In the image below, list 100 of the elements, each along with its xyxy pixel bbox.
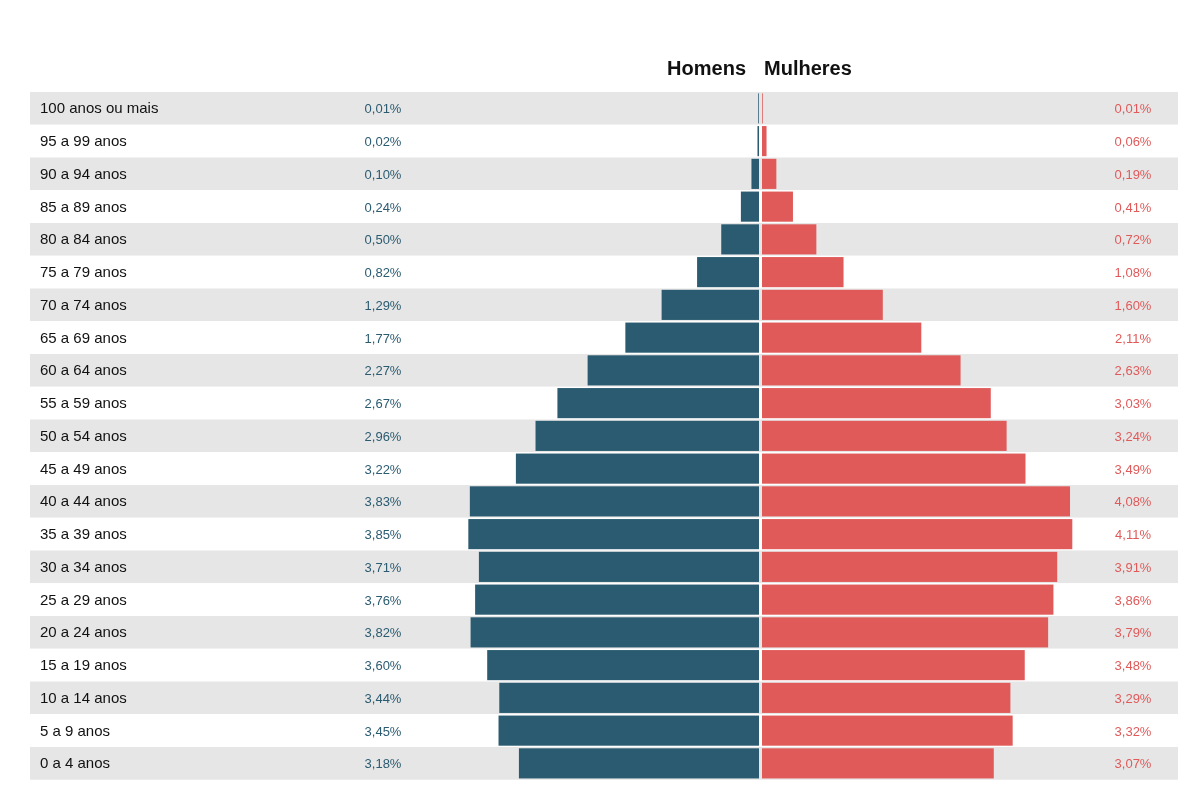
bar <box>762 158 777 189</box>
data-label: 0,01% <box>364 101 402 117</box>
bar <box>535 420 759 451</box>
series-label: Mulheres <box>764 57 852 79</box>
y-tick-label: 0 a 4 anos <box>40 754 111 772</box>
y-tick-label: 55 a 59 anos <box>40 394 127 412</box>
data-label: 0,02% <box>364 134 402 150</box>
y-tick-label: 5 a 9 anos <box>40 721 111 739</box>
y-tick-label: 75 a 79 anos <box>40 263 127 281</box>
bar <box>498 715 759 746</box>
data-label: 2,96% <box>364 428 402 444</box>
bar <box>762 322 922 353</box>
data-label: 1,29% <box>364 297 402 313</box>
bar <box>557 388 759 419</box>
data-label: 2,63% <box>1114 363 1152 379</box>
data-label: 3,91% <box>1114 559 1152 575</box>
data-label: 3,71% <box>364 559 402 575</box>
bar <box>762 191 793 222</box>
data-label: 4,08% <box>1114 494 1152 510</box>
data-label: 3,29% <box>1114 690 1152 706</box>
data-label: 3,85% <box>364 527 402 543</box>
data-label: 3,86% <box>1114 592 1152 608</box>
bar <box>762 748 994 779</box>
data-label: 1,60% <box>1114 297 1152 313</box>
data-label: 0,06% <box>1114 134 1152 150</box>
bar <box>762 289 883 320</box>
bar <box>762 715 1013 746</box>
bar <box>762 420 1007 451</box>
data-label: 3,18% <box>364 756 402 772</box>
y-tick-label: 90 a 94 anos <box>40 164 127 182</box>
y-tick-label: 10 a 14 anos <box>40 688 127 706</box>
data-label: 3,44% <box>364 690 402 706</box>
data-label: 3,48% <box>1114 658 1152 674</box>
bar <box>518 748 759 779</box>
bar <box>487 650 759 681</box>
data-label: 0,19% <box>1114 166 1152 182</box>
y-tick-label: 25 a 29 anos <box>40 590 127 608</box>
y-tick-label: 40 a 44 anos <box>40 492 127 510</box>
data-label: 3,60% <box>364 658 402 674</box>
bar <box>468 519 759 550</box>
bar <box>762 617 1049 648</box>
data-label: 0,72% <box>1114 232 1152 248</box>
bar <box>740 191 759 222</box>
bar <box>625 322 759 353</box>
data-label: 3,45% <box>364 723 402 739</box>
bar <box>470 617 759 648</box>
data-label: 2,11% <box>1115 330 1152 346</box>
data-label: 3,79% <box>1114 625 1152 641</box>
series-label: Homens <box>667 57 746 79</box>
y-tick-label: 95 a 99 anos <box>40 132 127 150</box>
bar <box>475 584 759 615</box>
bar <box>762 257 844 288</box>
bar <box>762 224 817 255</box>
data-label: 0,50% <box>364 232 402 248</box>
data-label: 3,24% <box>1114 428 1152 444</box>
y-tick-label: 60 a 64 anos <box>40 361 127 379</box>
y-tick-label: 35 a 39 anos <box>40 525 127 543</box>
y-tick-label: 85 a 89 anos <box>40 197 127 215</box>
y-tick-label: 20 a 24 anos <box>40 623 127 641</box>
bar <box>751 158 759 189</box>
bar <box>762 388 991 419</box>
bar <box>478 551 759 582</box>
bar <box>762 355 961 386</box>
data-label: 0,41% <box>1114 199 1152 215</box>
bar <box>762 551 1058 582</box>
y-tick-label: 50 a 54 anos <box>40 426 127 444</box>
data-label: 3,82% <box>364 625 402 641</box>
bar <box>762 486 1071 517</box>
data-label: 3,22% <box>364 461 402 477</box>
y-tick-label: 15 a 19 anos <box>40 656 127 674</box>
bar <box>697 257 759 288</box>
bar <box>721 224 759 255</box>
bar <box>469 486 759 517</box>
bar <box>762 650 1025 681</box>
bar <box>762 126 767 157</box>
data-label: 3,07% <box>1114 756 1152 772</box>
bar <box>762 682 1011 713</box>
data-label: 0,01% <box>1114 101 1152 117</box>
data-label: 2,67% <box>364 396 402 412</box>
data-label: 0,82% <box>364 265 402 281</box>
bar <box>587 355 759 386</box>
bar <box>762 584 1054 615</box>
bar <box>515 453 759 484</box>
data-label: 4,11% <box>1115 527 1152 543</box>
bar <box>762 453 1026 484</box>
bar <box>661 289 759 320</box>
y-tick-label: 100 anos ou mais <box>40 99 159 117</box>
bar <box>499 682 759 713</box>
data-label: 3,03% <box>1114 396 1152 412</box>
bar <box>762 519 1073 550</box>
data-label: 2,27% <box>364 363 402 379</box>
data-label: 3,49% <box>1114 461 1152 477</box>
data-label: 3,76% <box>364 592 402 608</box>
data-label: 0,24% <box>364 199 402 215</box>
y-tick-label: 30 a 34 anos <box>40 557 127 575</box>
y-tick-label: 70 a 74 anos <box>40 295 127 313</box>
data-label: 3,83% <box>364 494 402 510</box>
data-label: 0,10% <box>364 166 402 182</box>
data-label: 3,32% <box>1114 723 1152 739</box>
y-tick-label: 65 a 69 anos <box>40 328 127 346</box>
